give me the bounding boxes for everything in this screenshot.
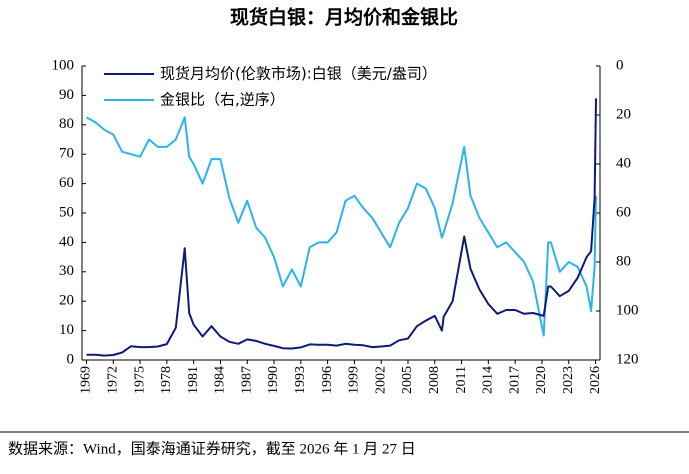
x-tick-label: 2011	[454, 366, 469, 393]
x-tick-label: 2026	[588, 366, 603, 394]
x-tick-label: 2020	[534, 366, 549, 394]
y-tick-label: 100	[52, 57, 75, 73]
x-tick-label: 1999	[347, 366, 362, 394]
y2-tick-label: 40	[616, 155, 631, 171]
y-tick-label: 70	[59, 146, 74, 162]
y-tick-label: 50	[59, 204, 74, 220]
x-tick-label: 2008	[427, 366, 442, 394]
x-tick-label: 1984	[213, 366, 228, 394]
x-tick-label: 1972	[105, 366, 120, 394]
x-tick-label: 2017	[507, 366, 522, 394]
x-tick-label: 1993	[293, 366, 308, 394]
y-tick-label: 10	[59, 322, 74, 338]
y2-tick-label: 120	[616, 351, 639, 367]
x-tick-label: 2005	[400, 366, 415, 394]
source-note: 数据来源：Wind，国泰海通证券研究，截至 2026 年 1 月 27 日	[8, 440, 416, 457]
legend-label: 现货月均价(伦敦市场):白银（美元/盎司）	[160, 65, 437, 83]
y-tick-label: 80	[59, 116, 74, 132]
series-line	[86, 98, 597, 357]
x-tick-label: 2014	[481, 366, 496, 394]
y2-tick-label: 80	[616, 253, 631, 269]
x-tick-label: 1987	[239, 366, 254, 394]
x-tick-label: 1975	[132, 366, 147, 394]
x-tick-label: 1990	[266, 366, 281, 394]
y-tick-label: 40	[59, 234, 74, 250]
x-tick-label: 2023	[561, 366, 576, 394]
x-tick-label: 1981	[186, 366, 201, 394]
y-tick-label: 30	[59, 263, 74, 279]
series-line	[86, 116, 597, 337]
x-tick-label: 1978	[159, 366, 174, 394]
y2-tick-label: 20	[616, 106, 631, 122]
y-tick-label: 60	[59, 175, 74, 191]
x-tick-label: 1996	[320, 366, 335, 394]
x-tick-label: 2002	[373, 366, 388, 394]
y-tick-label: 0	[67, 351, 75, 367]
chart-title: 现货白银：月均价和金银比	[230, 6, 458, 29]
y-tick-label: 20	[59, 293, 74, 309]
y2-tick-label: 0	[616, 57, 624, 73]
legend-label: 金银比（右,逆序）	[160, 91, 285, 109]
x-tick-label: 1969	[79, 366, 94, 394]
y2-tick-label: 60	[616, 204, 631, 220]
y-tick-label: 90	[59, 87, 74, 103]
y2-tick-label: 100	[616, 302, 639, 318]
